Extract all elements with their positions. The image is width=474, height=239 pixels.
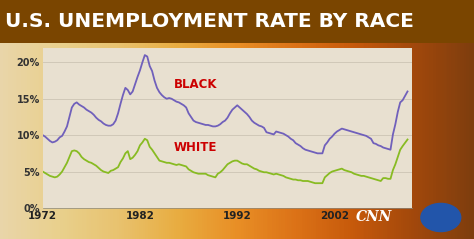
Text: U.S. UNEMPLOYMENT RATE BY RACE: U.S. UNEMPLOYMENT RATE BY RACE bbox=[5, 12, 414, 31]
Circle shape bbox=[421, 203, 461, 232]
Text: CNN: CNN bbox=[356, 211, 392, 224]
Text: WHITE: WHITE bbox=[174, 141, 218, 154]
Text: BLACK: BLACK bbox=[174, 78, 218, 91]
